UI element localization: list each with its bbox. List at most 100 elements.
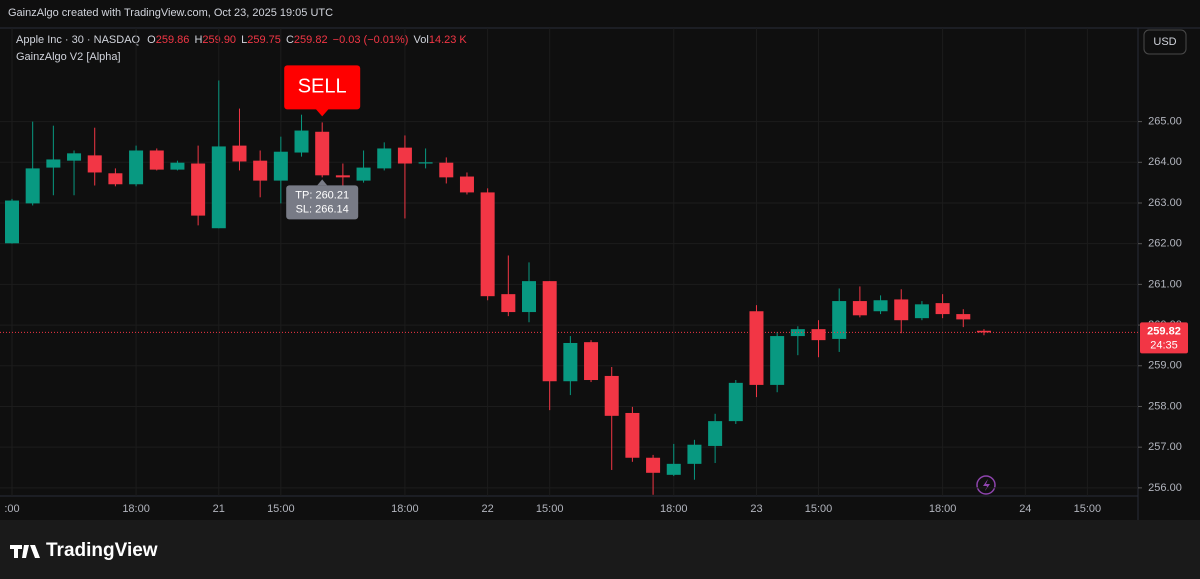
sell-label-pointer xyxy=(315,108,330,117)
tp-sl-pointer xyxy=(317,179,328,186)
candle-body xyxy=(604,375,619,416)
candle-body xyxy=(832,301,847,339)
l-label: L xyxy=(241,34,247,46)
candle-body xyxy=(5,200,19,244)
candle-body xyxy=(976,330,991,333)
candle-body xyxy=(377,148,392,169)
currency[interactable]: USD xyxy=(1153,36,1176,48)
y-tick-label: 264.00 xyxy=(1148,156,1182,168)
c-label: C xyxy=(286,34,294,46)
x-tick-label: 24 xyxy=(1019,503,1031,515)
stop-loss: SL: 266.14 xyxy=(296,203,349,215)
candle-body xyxy=(770,336,785,385)
candle-body xyxy=(129,150,144,185)
candle-body xyxy=(646,457,661,473)
candle-body xyxy=(25,168,40,204)
x-tick-label: 18:00 xyxy=(929,503,957,515)
candle-body xyxy=(563,342,578,382)
candle-body xyxy=(894,299,909,321)
countdown: 24:35 xyxy=(1150,339,1178,351)
y-tick-label: 259.00 xyxy=(1148,360,1182,372)
sell-label-box xyxy=(284,65,361,110)
candle-body xyxy=(708,421,723,446)
change: −0.03 (−0.01%) xyxy=(333,34,409,46)
x-tick-label: 22 xyxy=(482,503,494,515)
candle-body xyxy=(584,342,599,381)
y-tick-label: 261.00 xyxy=(1148,278,1182,290)
candle-body xyxy=(87,155,102,173)
c-value: 259.82 xyxy=(294,34,328,46)
x-tick-label: 15:00 xyxy=(805,503,833,515)
candle-body xyxy=(625,412,640,458)
x-tick-label: 15:00 xyxy=(267,503,295,515)
vol-value: 14.23 K xyxy=(429,34,468,46)
y-tick-label: 257.00 xyxy=(1148,441,1182,453)
o-value: 259.86 xyxy=(156,34,190,46)
sell-label: SELL xyxy=(298,76,347,98)
caption: GainzAlgo created with TradingView.com, … xyxy=(8,7,333,19)
candle-body xyxy=(108,173,123,185)
candle-body xyxy=(852,301,867,316)
x-tick-label: 15:00 xyxy=(536,503,564,515)
candle-body xyxy=(273,151,288,181)
y-tick-label: 256.00 xyxy=(1148,482,1182,494)
candle-body xyxy=(149,150,164,170)
footer-bar xyxy=(0,520,1200,579)
y-tick-label: 263.00 xyxy=(1148,197,1182,209)
candle-body xyxy=(873,300,888,312)
candle-body xyxy=(253,160,268,181)
brand: TradingView xyxy=(46,540,158,561)
candle-body xyxy=(687,444,702,464)
candle-body xyxy=(439,162,454,178)
candle-body xyxy=(935,303,950,315)
vol-label: Vol xyxy=(414,34,429,46)
h-label: H xyxy=(194,34,202,46)
symbol: Apple Inc · 30 · NASDAQ xyxy=(16,34,141,46)
candle-body xyxy=(67,153,82,161)
indicator: GainzAlgo V2 [Alpha] xyxy=(16,51,121,63)
candle-body xyxy=(666,463,681,475)
candle-body xyxy=(480,192,495,297)
brand-logo xyxy=(10,545,40,558)
candle-body xyxy=(749,311,764,385)
lightning-icon xyxy=(976,475,996,495)
y-tick-label: 265.00 xyxy=(1148,116,1182,128)
candle-body xyxy=(956,314,971,320)
candle-body xyxy=(790,329,805,337)
x-tick-label: 15:00 xyxy=(1074,503,1102,515)
candle-body xyxy=(294,130,309,153)
candle-body xyxy=(191,163,206,216)
x-tick-label: 18:00 xyxy=(122,503,150,515)
candle-body xyxy=(542,281,557,382)
candle-body xyxy=(811,329,826,341)
l-value: 259.75 xyxy=(247,34,281,46)
currency-button[interactable] xyxy=(1143,29,1187,55)
candle-body xyxy=(397,147,412,164)
candle-body xyxy=(315,131,330,176)
x-tick-label: :00 xyxy=(4,503,19,515)
candle-body xyxy=(46,159,61,168)
candle-body xyxy=(914,304,929,319)
take-profit: TP: 260.21 xyxy=(295,189,349,201)
x-tick-label: 18:00 xyxy=(391,503,419,515)
o-label: O xyxy=(147,34,156,46)
candle-body xyxy=(418,162,433,164)
candle-body xyxy=(356,167,371,181)
y-tick-label: 262.00 xyxy=(1148,238,1182,250)
candles xyxy=(5,80,991,495)
candle-body xyxy=(501,294,516,313)
price-value: 259.82 xyxy=(1147,325,1181,337)
x-tick-label: 23 xyxy=(750,503,762,515)
x-tick-label: 18:00 xyxy=(660,503,688,515)
tp-sl-box xyxy=(286,185,359,220)
candle-body xyxy=(459,176,474,193)
candle-body xyxy=(728,382,743,422)
price-tag xyxy=(1140,322,1188,354)
candle-body xyxy=(211,146,226,229)
x-tick-label: 21 xyxy=(213,503,225,515)
candle-body xyxy=(522,281,536,313)
candle-body xyxy=(232,145,247,162)
y-tick-label: 258.00 xyxy=(1148,400,1182,412)
